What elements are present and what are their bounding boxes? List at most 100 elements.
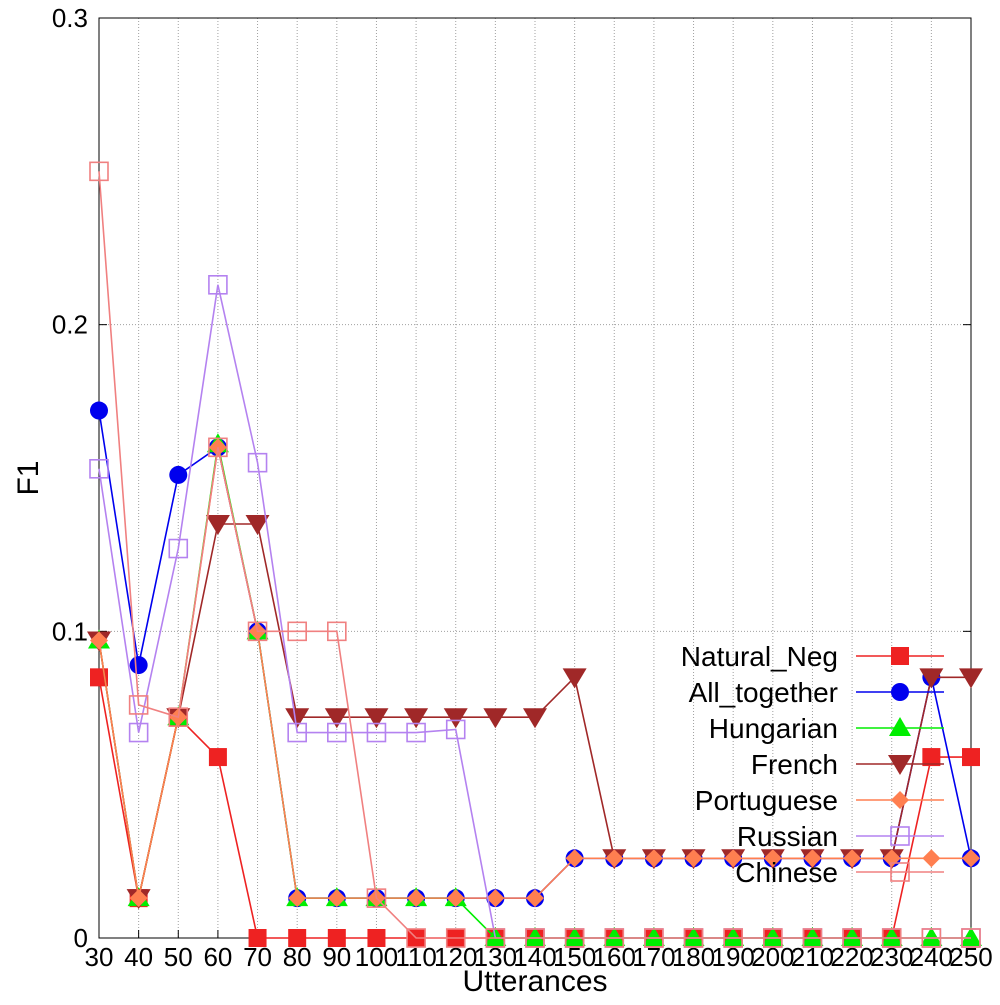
data-point-french bbox=[364, 708, 389, 729]
data-point-natural-neg bbox=[288, 929, 307, 947]
data-point-portuguese bbox=[644, 849, 663, 868]
legend-item-all-together: All_together bbox=[689, 677, 944, 708]
data-point-portuguese bbox=[486, 889, 505, 908]
data-point-chinese bbox=[525, 928, 545, 948]
data-point-portuguese bbox=[962, 849, 980, 868]
y-tick-label: 0.3 bbox=[52, 3, 88, 33]
x-axis-title: Utterances bbox=[462, 965, 607, 998]
data-point-portuguese bbox=[526, 889, 544, 908]
legend-item-natural-neg: Natural_Neg bbox=[681, 641, 944, 672]
data-point-chinese bbox=[604, 928, 625, 948]
data-point-russian bbox=[247, 452, 268, 473]
x-tick-label: 40 bbox=[124, 942, 153, 972]
x-tick-label: 30 bbox=[85, 942, 114, 972]
legend-item-russian: Russian bbox=[737, 821, 944, 852]
legend-marker bbox=[891, 647, 909, 665]
legend-marker bbox=[888, 755, 912, 775]
data-point-natural-neg bbox=[327, 929, 346, 947]
data-point-natural-neg bbox=[962, 748, 980, 767]
legend-label: French bbox=[751, 749, 838, 780]
legend-label: Hungarian bbox=[709, 713, 838, 744]
data-point-natural-neg bbox=[248, 929, 267, 947]
data-point-portuguese bbox=[565, 849, 584, 868]
data-point-portuguese bbox=[763, 849, 782, 868]
data-point-all-together bbox=[169, 465, 188, 484]
data-point-russian bbox=[366, 722, 387, 743]
data-point-chinese bbox=[723, 928, 743, 948]
data-point-hungarian bbox=[960, 927, 982, 946]
series-line-hungarian bbox=[98, 444, 971, 939]
data-point-hungarian bbox=[880, 927, 903, 946]
data-point-russian bbox=[168, 538, 189, 559]
data-point-french bbox=[285, 708, 310, 729]
data-point-portuguese bbox=[684, 849, 703, 868]
legend-label: All_together bbox=[689, 677, 838, 708]
grid-lines bbox=[99, 18, 971, 938]
data-point-chinese bbox=[644, 928, 664, 948]
data-point-french bbox=[959, 668, 983, 689]
x-tick-label: 50 bbox=[164, 942, 193, 972]
data-point-portuguese bbox=[90, 631, 108, 650]
data-point-french bbox=[443, 708, 468, 729]
series-group bbox=[87, 161, 983, 948]
data-point-hungarian bbox=[722, 927, 745, 946]
data-point-chinese bbox=[445, 928, 466, 948]
y-tick-label: 0.2 bbox=[52, 310, 88, 340]
data-point-all-together bbox=[90, 401, 108, 420]
legend-item-french: French bbox=[751, 749, 944, 780]
data-point-chinese bbox=[406, 928, 426, 948]
data-point-chinese bbox=[842, 928, 862, 948]
data-point-natural-neg bbox=[367, 929, 386, 947]
data-point-chinese bbox=[564, 928, 585, 948]
data-point-hungarian bbox=[603, 927, 626, 946]
y-axis-title: F1 bbox=[12, 460, 45, 495]
series-french bbox=[87, 515, 983, 910]
data-point-portuguese bbox=[843, 849, 862, 868]
data-point-french bbox=[523, 708, 547, 729]
data-point-chinese bbox=[763, 928, 783, 948]
data-point-hungarian bbox=[841, 927, 864, 946]
data-point-chinese bbox=[327, 621, 347, 642]
data-point-french bbox=[205, 515, 230, 535]
data-point-chinese bbox=[287, 621, 307, 642]
data-point-chinese bbox=[89, 161, 109, 182]
data-point-hungarian bbox=[801, 927, 824, 946]
series-line-chinese bbox=[98, 171, 971, 939]
data-point-hungarian bbox=[642, 927, 665, 946]
data-point-hungarian bbox=[761, 927, 784, 946]
legend-item-portuguese: Portuguese bbox=[695, 785, 944, 816]
data-point-chinese bbox=[366, 888, 387, 908]
legend-label: Chinese bbox=[735, 857, 838, 888]
legend-item-chinese: Chinese bbox=[735, 857, 944, 888]
data-point-chinese bbox=[128, 695, 149, 715]
data-point-french bbox=[404, 708, 429, 729]
data-point-portuguese bbox=[922, 849, 941, 868]
data-point-chinese bbox=[247, 621, 268, 642]
data-point-hungarian bbox=[682, 927, 705, 946]
data-point-chinese bbox=[485, 928, 506, 948]
legend-marker bbox=[891, 791, 909, 809]
data-point-portuguese bbox=[129, 889, 148, 908]
data-point-chinese bbox=[881, 928, 902, 948]
data-point-chinese bbox=[683, 928, 704, 948]
data-point-french bbox=[483, 708, 508, 729]
data-point-portuguese bbox=[605, 849, 624, 868]
data-point-portuguese bbox=[407, 889, 426, 908]
data-point-hungarian bbox=[524, 927, 546, 946]
data-point-french bbox=[324, 708, 349, 729]
legend-marker bbox=[890, 862, 910, 882]
legend-label: Natural_Neg bbox=[681, 641, 838, 672]
data-point-portuguese bbox=[327, 889, 346, 908]
data-point-french bbox=[562, 668, 587, 689]
data-point-french bbox=[919, 668, 944, 689]
data-point-russian bbox=[287, 722, 307, 743]
legend: Natural_Neg All_together Hungarian French Po… bbox=[681, 641, 944, 888]
legend-item-hungarian: Hungarian bbox=[709, 713, 944, 744]
data-point-natural-neg bbox=[922, 748, 941, 767]
data-point-portuguese bbox=[803, 849, 822, 868]
data-point-natural-neg bbox=[208, 748, 227, 767]
data-point-russian bbox=[445, 719, 466, 740]
data-point-russian bbox=[128, 722, 149, 743]
x-tick-label: 60 bbox=[203, 942, 232, 972]
